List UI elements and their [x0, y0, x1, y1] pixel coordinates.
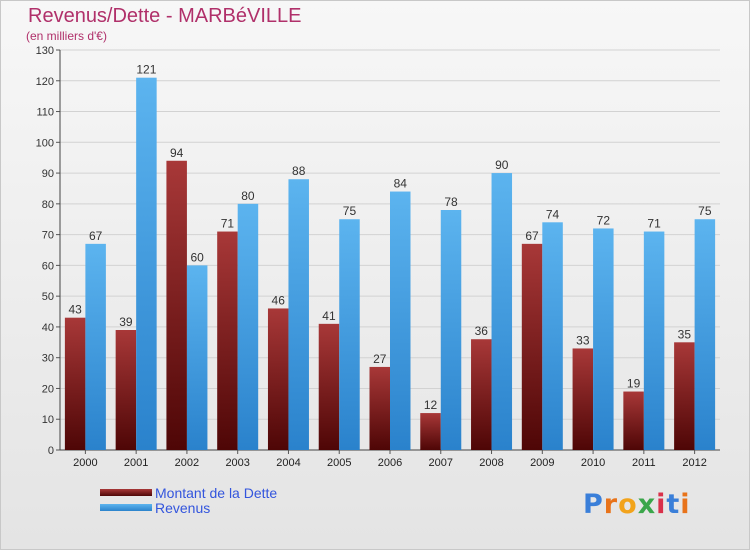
y-tick-label: 60 [42, 260, 54, 272]
x-tick-label: 2011 [632, 457, 656, 469]
data-label: 60 [190, 250, 204, 264]
logo-letter: i [680, 489, 691, 520]
x-tick-label: 2004 [276, 457, 300, 469]
data-label: 67 [89, 229, 103, 243]
chart-subtitle: (en milliers d'€) [26, 29, 107, 43]
data-label: 94 [170, 146, 184, 160]
logo-letter: o [618, 489, 638, 520]
data-label: 84 [394, 177, 408, 191]
data-label: 12 [424, 398, 438, 412]
data-label: 75 [343, 204, 357, 218]
y-tick-label: 40 [42, 322, 54, 334]
data-label: 43 [68, 303, 82, 317]
legend-swatch-dette [100, 489, 152, 496]
bar-dette [471, 339, 492, 450]
y-tick-label: 90 [42, 168, 54, 180]
data-label: 39 [119, 315, 133, 329]
bar-dette [217, 231, 238, 450]
bar-revenus [593, 228, 614, 450]
data-label: 35 [678, 327, 692, 341]
bar-revenus [491, 173, 513, 451]
x-tick-label: 2007 [429, 457, 453, 469]
x-tick-label: 2009 [530, 457, 554, 469]
y-tick-label: 30 [42, 353, 54, 365]
y-tick-label: 80 [42, 199, 54, 211]
logo-letter: t [666, 489, 681, 520]
bar-dette [115, 330, 137, 450]
bar-revenus [288, 179, 309, 450]
x-tick-label: 2006 [378, 457, 402, 469]
y-tick-label: 70 [42, 230, 54, 242]
data-label: 75 [698, 204, 712, 218]
bar-revenus [85, 243, 106, 450]
logo-letter: r [603, 489, 619, 520]
data-label: 88 [292, 164, 306, 178]
data-label: 71 [647, 217, 661, 231]
x-tick-label: 2010 [581, 457, 605, 469]
bar-dette [64, 317, 86, 450]
y-tick-label: 110 [36, 107, 54, 119]
x-tick-label: 2000 [73, 457, 97, 469]
data-label: 90 [495, 158, 509, 172]
proxiti-logo: Proxiti [583, 489, 691, 520]
bar-dette [420, 413, 441, 450]
legend-swatch-revenus [100, 504, 152, 511]
bar-dette [267, 308, 289, 450]
bar-dette [572, 348, 594, 450]
data-label: 78 [444, 195, 458, 209]
bar-revenus [339, 219, 360, 450]
data-label: 46 [272, 293, 286, 307]
data-label: 74 [546, 207, 560, 221]
bar-revenus [136, 77, 157, 450]
y-tick-label: 20 [42, 383, 54, 395]
y-tick-label: 100 [36, 137, 54, 149]
data-label: 36 [475, 324, 489, 338]
data-label: 80 [241, 189, 255, 203]
y-tick-label: 10 [42, 414, 54, 426]
bar-revenus [390, 191, 411, 451]
bar-revenus [186, 265, 208, 450]
data-label: 67 [525, 229, 539, 243]
bar-dette [369, 366, 390, 450]
logo-letter: x [637, 489, 657, 520]
bar-dette [674, 342, 695, 450]
data-label: 19 [627, 377, 641, 391]
y-tick-label: 120 [36, 76, 54, 88]
y-tick-label: 0 [48, 445, 54, 457]
bar-revenus [542, 222, 563, 450]
bar-revenus [643, 231, 665, 450]
data-label: 27 [373, 352, 387, 366]
x-tick-label: 2001 [124, 457, 148, 469]
legend-label-revenus: Revenus [155, 500, 211, 516]
y-tick-label: 130 [36, 45, 54, 57]
chart-title: Revenus/Dette - MARBéVILLE [28, 5, 302, 27]
bar-dette [521, 243, 543, 450]
logo-letter: i [656, 489, 667, 520]
bar-dette [623, 391, 644, 450]
data-label: 33 [576, 333, 590, 347]
bar-dette [318, 323, 340, 450]
x-tick-label: 2005 [327, 457, 351, 469]
data-label: 121 [136, 63, 156, 77]
x-tick-label: 2008 [479, 457, 503, 469]
bar-revenus [694, 219, 716, 450]
y-tick-label: 50 [42, 291, 54, 303]
bar-revenus [237, 203, 259, 450]
data-label: 72 [597, 213, 611, 227]
bar-dette [166, 160, 187, 450]
data-label: 41 [322, 309, 336, 323]
data-label: 71 [221, 217, 235, 231]
x-tick-label: 2003 [225, 457, 249, 469]
legend-label-dette: Montant de la Dette [155, 485, 278, 501]
logo-letter: P [583, 489, 604, 520]
x-tick-label: 2012 [682, 457, 706, 469]
bar-revenus [440, 210, 462, 450]
x-tick-label: 2002 [175, 457, 199, 469]
